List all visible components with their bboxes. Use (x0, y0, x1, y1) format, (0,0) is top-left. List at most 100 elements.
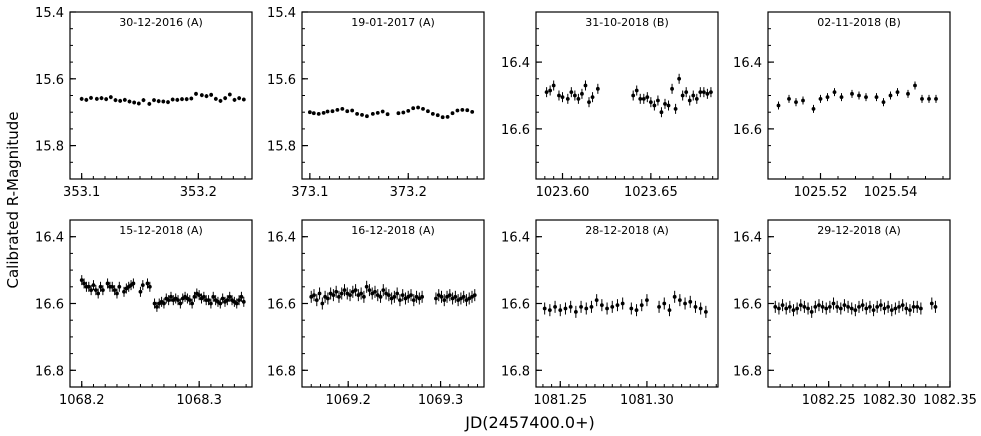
panel-title: 30-12-2016 (A) (119, 16, 203, 29)
data-point (698, 90, 703, 95)
panel-title: 02-11-2018 (B) (817, 16, 901, 29)
data-point (853, 308, 858, 313)
data-point (117, 284, 122, 289)
x-tick-label: 1025.54 (864, 185, 918, 200)
data-point (401, 110, 406, 115)
x-tick-label: 353.2 (180, 185, 217, 200)
data-point (108, 95, 113, 100)
data-point (227, 294, 232, 299)
data-point (825, 95, 830, 100)
data-point (461, 294, 466, 299)
data-point (615, 303, 620, 308)
panel-title: 15-12-2018 (A) (119, 224, 203, 237)
data-point (670, 86, 674, 91)
y-tick-label: 15.8 (267, 140, 296, 155)
data-point (389, 296, 394, 301)
data-point (605, 306, 609, 311)
data-point (895, 90, 900, 95)
data-point (356, 293, 361, 298)
data-point (680, 93, 685, 98)
data-point (897, 304, 901, 309)
data-point (455, 108, 460, 113)
data-point (82, 281, 86, 286)
data-point (384, 291, 388, 296)
data-point (96, 291, 101, 296)
data-point (900, 303, 905, 308)
y-tick-label: 16.8 (501, 364, 530, 379)
data-point (340, 106, 345, 111)
y-tick-label: 16.4 (733, 56, 762, 71)
data-point (568, 304, 573, 309)
data-point (201, 294, 206, 299)
data-point (138, 289, 143, 294)
data-point (113, 98, 118, 103)
data-point (565, 96, 570, 101)
data-point (430, 111, 435, 116)
data-point (677, 298, 682, 303)
data-point (599, 303, 604, 308)
data-point (849, 306, 854, 311)
data-point (795, 306, 800, 311)
y-tick-label: 15.6 (35, 73, 64, 88)
x-axis-label: JD(2457400.0+) (464, 413, 594, 432)
data-point (209, 92, 214, 97)
data-point (175, 97, 180, 102)
data-point (882, 306, 887, 311)
data-point (580, 91, 584, 96)
data-point (197, 293, 202, 298)
data-point (398, 298, 402, 303)
data-point (320, 301, 325, 306)
data-point (709, 90, 713, 95)
data-point (348, 293, 352, 298)
data-point (563, 306, 568, 311)
data-point (470, 294, 474, 299)
data-point (691, 93, 696, 98)
data-point (809, 309, 814, 314)
data-point (100, 288, 105, 293)
data-point (156, 99, 161, 104)
data-point (857, 93, 861, 98)
data-point (211, 294, 216, 299)
data-point (868, 304, 872, 309)
data-point (773, 304, 778, 309)
data-point (806, 306, 810, 311)
data-point (426, 109, 430, 114)
data-point (560, 95, 565, 100)
data-point (365, 114, 369, 119)
data-point (791, 308, 796, 313)
data-point (204, 94, 209, 99)
x-tick-label: 1082.25 (802, 393, 856, 408)
data-point (335, 107, 340, 112)
data-point (409, 293, 413, 298)
data-point (787, 304, 792, 309)
data-point (169, 294, 173, 299)
data-point (353, 288, 358, 293)
data-point (395, 291, 400, 296)
data-point (89, 95, 93, 100)
data-point (375, 293, 380, 298)
data-point (325, 296, 330, 301)
data-point (572, 93, 577, 98)
y-tick-label: 16.6 (501, 123, 530, 138)
data-point (698, 306, 703, 311)
data-point (162, 301, 166, 306)
data-point (132, 100, 137, 105)
data-point (237, 96, 242, 101)
data-point (93, 288, 98, 293)
data-point (878, 303, 883, 308)
data-point (918, 306, 923, 311)
data-point (648, 100, 653, 105)
data-point (811, 106, 816, 111)
data-point (166, 100, 170, 105)
data-point (223, 96, 228, 101)
data-point (417, 296, 422, 301)
data-point (827, 304, 832, 309)
x-tick-label: 1068.2 (59, 393, 105, 408)
y-tick-label: 15.4 (267, 6, 296, 21)
data-point (777, 306, 781, 311)
plot-frame (301, 11, 485, 180)
data-point (672, 294, 677, 299)
data-point (908, 308, 912, 313)
data-point (920, 96, 924, 101)
data-point (79, 278, 84, 283)
